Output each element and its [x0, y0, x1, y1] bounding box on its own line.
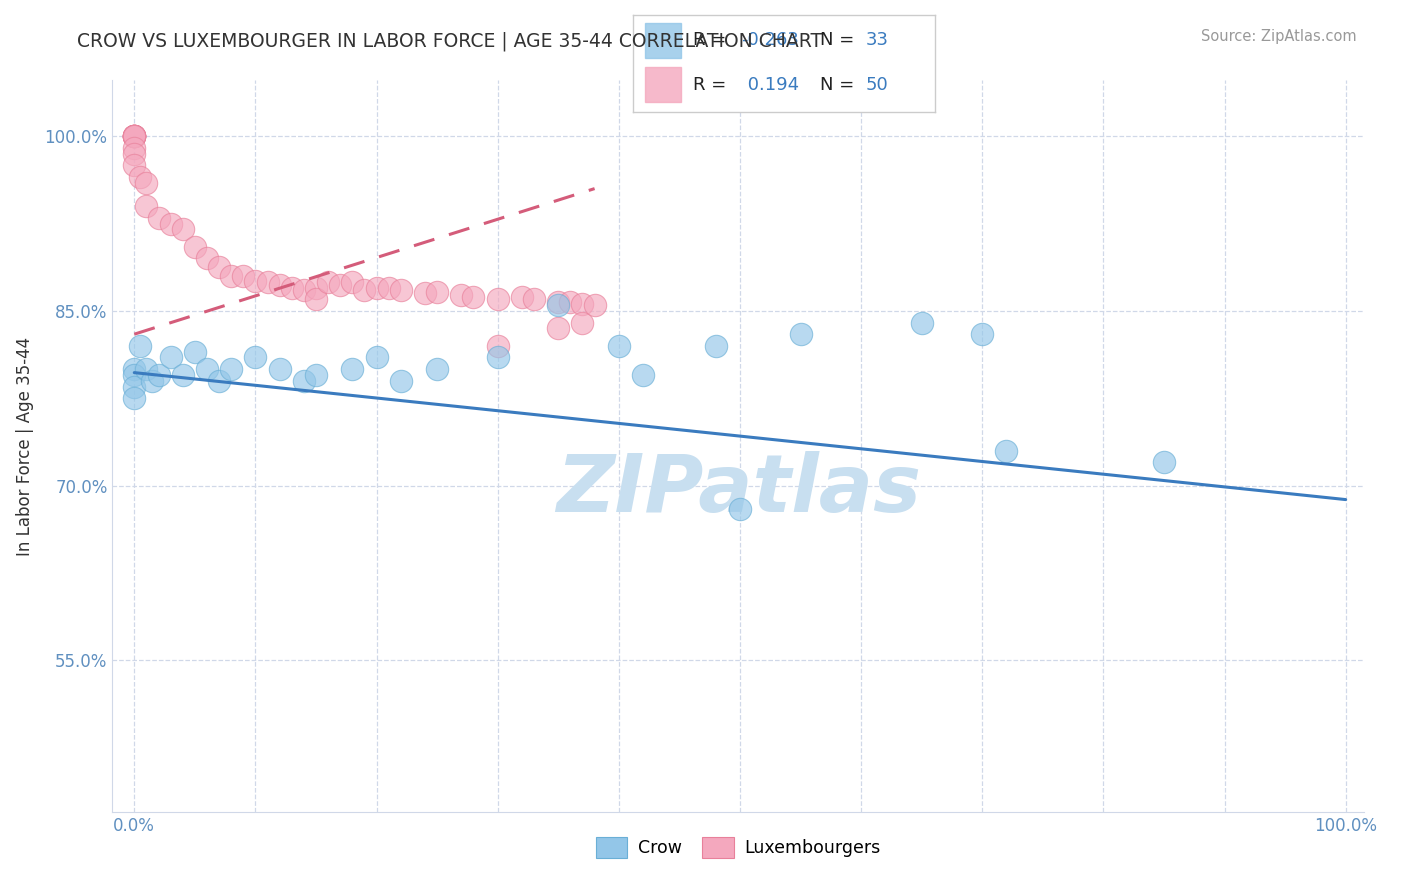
Point — [486, 292, 509, 306]
Point — [172, 368, 194, 382]
Point — [184, 240, 207, 254]
Point — [281, 280, 304, 294]
Point — [124, 129, 146, 144]
Point — [995, 443, 1018, 458]
Point — [413, 286, 436, 301]
Text: Source: ZipAtlas.com: Source: ZipAtlas.com — [1201, 29, 1357, 44]
Y-axis label: In Labor Force | Age 35-44: In Labor Force | Age 35-44 — [15, 336, 34, 556]
Point — [159, 217, 181, 231]
Point — [129, 169, 152, 184]
Point — [148, 211, 170, 225]
Point — [124, 391, 146, 405]
Point — [172, 222, 194, 236]
Point — [148, 368, 170, 382]
Point — [486, 351, 509, 365]
Text: R =: R = — [693, 76, 733, 94]
Point — [124, 146, 146, 161]
Point — [124, 368, 146, 382]
Point — [305, 368, 328, 382]
Point — [426, 362, 449, 376]
Point — [972, 327, 994, 342]
Point — [547, 321, 569, 335]
Point — [450, 287, 472, 301]
Text: CROW VS LUXEMBOURGER IN LABOR FORCE | AGE 35-44 CORRELATION CHART: CROW VS LUXEMBOURGER IN LABOR FORCE | AG… — [77, 31, 823, 51]
Point — [195, 252, 218, 266]
Point — [486, 339, 509, 353]
Point — [366, 351, 388, 365]
Point — [124, 158, 146, 172]
Point — [377, 280, 399, 294]
Point — [124, 129, 146, 144]
Point — [305, 292, 328, 306]
Point — [195, 362, 218, 376]
Point — [704, 339, 727, 353]
Point — [426, 285, 449, 300]
Point — [124, 129, 146, 144]
Text: N =: N = — [820, 76, 860, 94]
Point — [124, 129, 146, 144]
Point — [256, 275, 278, 289]
Point — [292, 374, 315, 388]
Point — [366, 280, 388, 294]
Point — [583, 298, 606, 312]
Point — [124, 129, 146, 144]
Point — [129, 339, 152, 353]
Point — [911, 316, 934, 330]
Point — [523, 292, 546, 306]
Point — [463, 290, 485, 304]
Point — [135, 199, 157, 213]
Point — [232, 268, 254, 283]
Bar — [645, 67, 681, 102]
Point — [316, 275, 339, 289]
Point — [342, 275, 364, 289]
Point — [342, 362, 364, 376]
Point — [124, 129, 146, 144]
Point — [219, 268, 242, 283]
Point — [631, 368, 654, 382]
Point — [728, 502, 751, 516]
Point — [547, 298, 569, 312]
Point — [124, 362, 146, 376]
Point — [305, 280, 328, 294]
Point — [124, 141, 146, 155]
Point — [135, 176, 157, 190]
Point — [607, 339, 630, 353]
Point — [789, 327, 811, 342]
Point — [292, 283, 315, 297]
Text: N =: N = — [820, 31, 860, 49]
Text: R =: R = — [693, 31, 733, 49]
Point — [389, 374, 412, 388]
Text: 50: 50 — [866, 76, 889, 94]
Point — [184, 344, 207, 359]
Point — [329, 278, 352, 293]
Point — [269, 362, 291, 376]
Point — [560, 294, 582, 309]
Point — [547, 294, 569, 309]
Point — [510, 290, 533, 304]
Text: -0.263: -0.263 — [741, 31, 800, 49]
Point — [124, 129, 146, 144]
Text: 0.194: 0.194 — [741, 76, 799, 94]
Point — [219, 362, 242, 376]
Point — [208, 374, 231, 388]
Point — [124, 129, 146, 144]
Point — [208, 260, 231, 274]
Point — [245, 274, 267, 288]
Legend: Crow, Luxembourgers: Crow, Luxembourgers — [589, 830, 887, 865]
Point — [135, 362, 157, 376]
Point — [571, 297, 593, 311]
Point — [141, 374, 163, 388]
Point — [1153, 455, 1175, 469]
Point — [353, 283, 375, 297]
Point — [389, 283, 412, 297]
Text: ZIPatlas: ZIPatlas — [555, 450, 921, 529]
Point — [245, 351, 267, 365]
Point — [269, 278, 291, 293]
Point — [571, 316, 593, 330]
Text: 33: 33 — [866, 31, 889, 49]
Point — [159, 351, 181, 365]
Bar — [645, 23, 681, 58]
Point — [124, 379, 146, 393]
